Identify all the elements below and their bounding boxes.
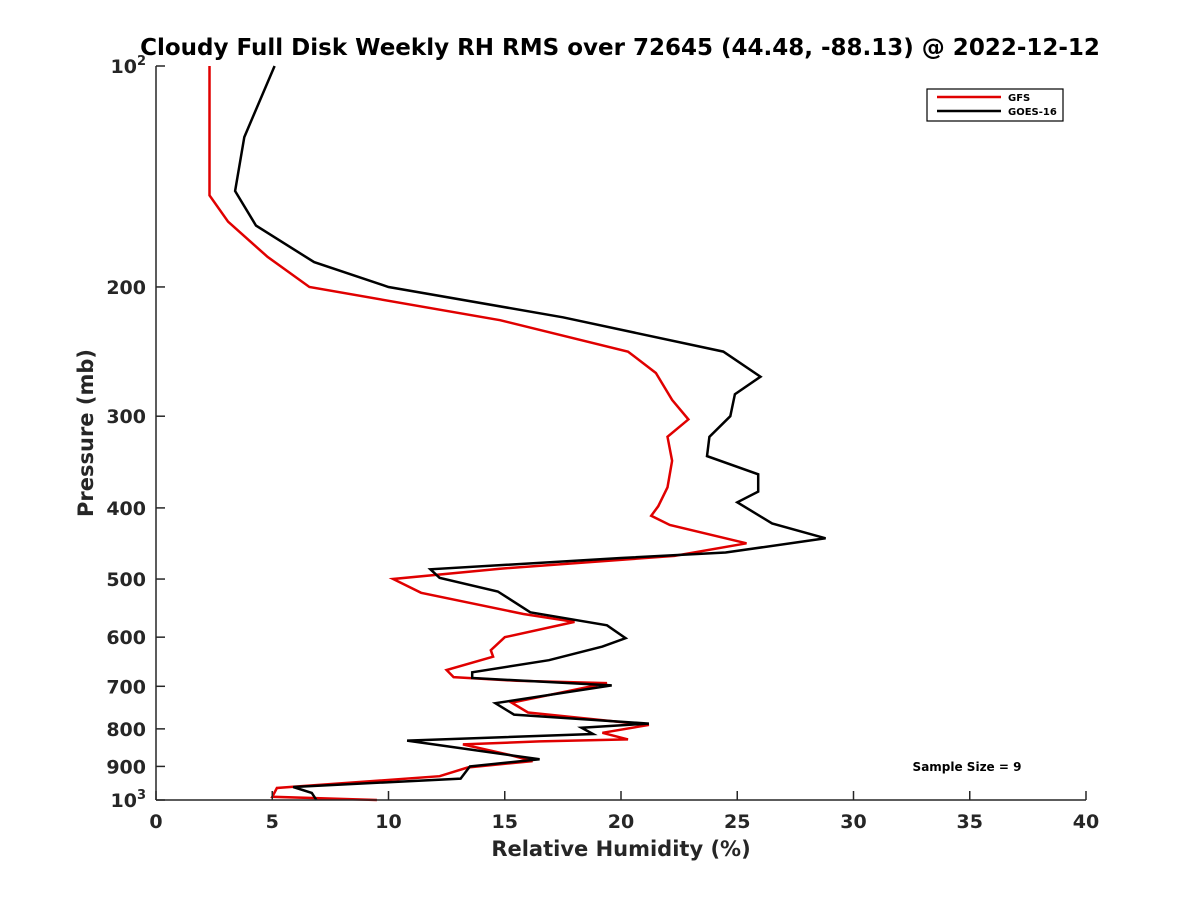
x-tick-label: 25 xyxy=(724,811,750,833)
y-axis-label: Pressure (mb) xyxy=(74,349,98,517)
legend-label-gfs: GFS xyxy=(1008,93,1030,104)
x-tick-label: 40 xyxy=(1073,811,1099,833)
legend: GFS GOES-16 xyxy=(926,88,1064,122)
x-axis-ticks: 0 5 10 15 20 25 30 35 40 xyxy=(149,791,1099,833)
y-tick-label: 800 xyxy=(106,719,146,741)
y-tick-label: 500 xyxy=(106,569,146,591)
x-tick-label: 10 xyxy=(375,811,401,833)
y-tick-label: 600 xyxy=(106,627,146,649)
y-axis-ticks: 102 200 300 400 500 600 700 800 900 103 xyxy=(106,54,165,812)
legend-label-goes-16: GOES-16 xyxy=(1008,107,1057,118)
series-line-gfs xyxy=(208,66,747,802)
x-tick-label: 0 xyxy=(149,811,162,833)
plot-background xyxy=(156,66,1086,800)
x-axis-label: Relative Humidity (%) xyxy=(491,837,750,861)
sample-size-annotation: Sample Size = 9 xyxy=(913,760,1022,774)
y-tick-label: 102 xyxy=(111,54,147,78)
y-tick-label: 900 xyxy=(106,756,146,778)
series-line-goes-16 xyxy=(233,65,826,801)
y-tick-label: 103 xyxy=(111,788,147,812)
chart-title: Cloudy Full Disk Weekly RH RMS over 7264… xyxy=(140,35,1100,61)
series-layer xyxy=(208,65,826,802)
x-tick-label: 30 xyxy=(840,811,866,833)
y-tick-label: 300 xyxy=(106,406,146,428)
y-tick-label: 400 xyxy=(106,498,146,520)
x-tick-label: 20 xyxy=(608,811,634,833)
y-tick-label: 700 xyxy=(106,676,146,698)
y-tick-label: 200 xyxy=(106,277,146,299)
x-tick-label: 35 xyxy=(957,811,983,833)
legend-box xyxy=(926,88,1064,122)
x-tick-label: 5 xyxy=(266,811,279,833)
x-tick-label: 15 xyxy=(492,811,518,833)
